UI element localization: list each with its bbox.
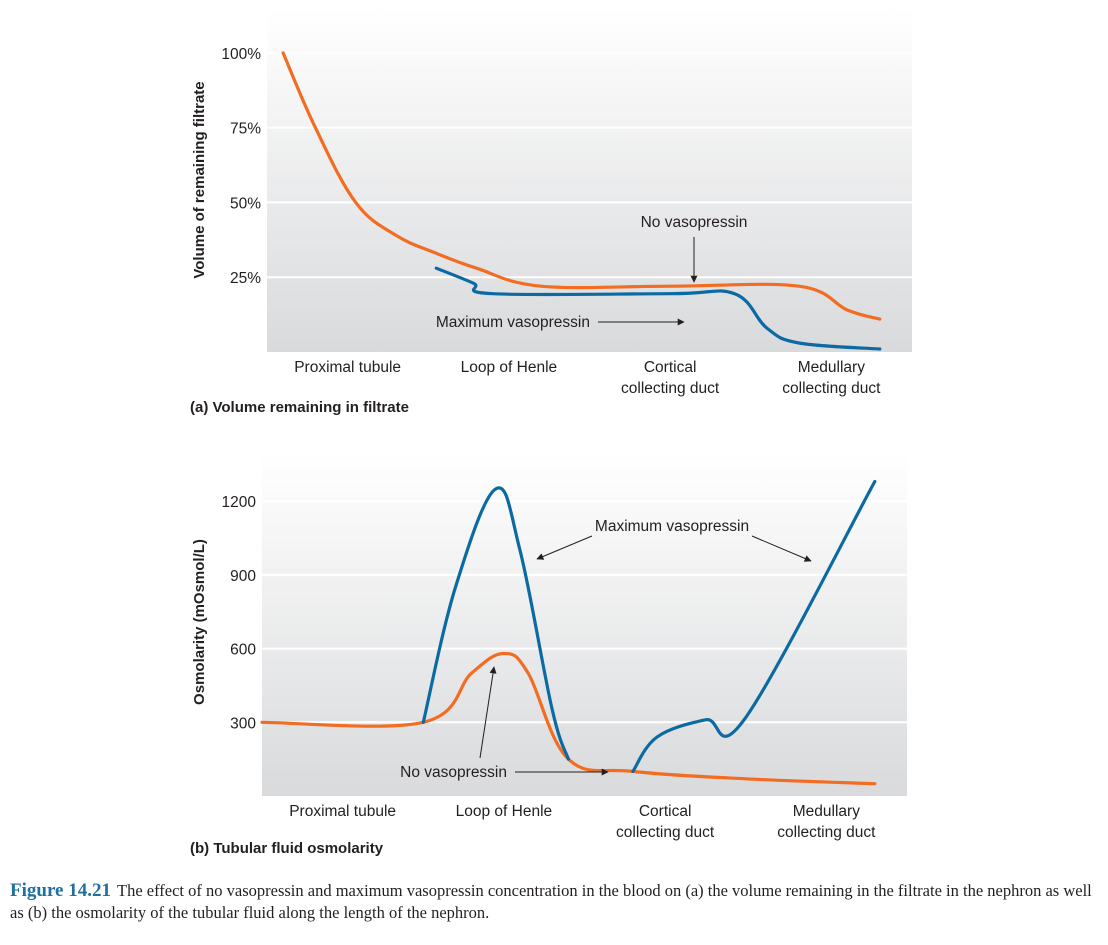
b-series-maximum-vasopressin-line-2 xyxy=(421,486,570,761)
figure-caption: Figure 14.21 The effect of no vasopressin… xyxy=(10,880,1100,924)
b-x-category-cortical-collecting-duct-line-1: Cortical xyxy=(639,803,692,820)
panel-a-y-axis-label: Volume of remaining filtrate xyxy=(191,81,208,278)
panel-b-x-categories: Proximal tubule Loop of Henle Cortical coll… xyxy=(289,803,876,841)
panel-b-chart: 1200 900 600 300 Proximal tubule Loop of Hen… xyxy=(190,452,907,857)
b-x-category-proximal-tubule-line-1: Proximal tubule xyxy=(289,803,396,820)
a-x-category-loop-of-henle-line-1: Loop of Henle xyxy=(461,359,558,376)
a-x-category-cortical-collecting-duct-line-2: collecting duct xyxy=(621,380,720,397)
panel-b-plot-area xyxy=(262,452,907,796)
a-series-no-vasopressin-line-1 xyxy=(281,51,882,321)
panel-b-title: (b) Tubular fluid osmolarity xyxy=(190,840,384,857)
b-x-category-cortical-collecting-duct-line-2: collecting duct xyxy=(616,824,715,841)
panel-a-chart: 100% 75% 50% 25% Proximal tubule Loop of Hen… xyxy=(190,8,912,416)
panel-b-gridlines xyxy=(262,500,907,724)
a-y-tick-50: 50% xyxy=(230,195,261,212)
panel-a-x-categories: Proximal tubule Loop of Henle Cortical coll… xyxy=(294,359,881,397)
panel-a-title: (a) Volume remaining in filtrate xyxy=(190,399,409,416)
b-y-tick-300: 300 xyxy=(230,715,256,732)
panel-a-series-group xyxy=(281,51,882,351)
b-y-tick-900: 900 xyxy=(230,568,256,585)
a-y-tick-100: 100% xyxy=(221,46,261,63)
panel-b-annotation-no-vasopressin: No vasopressin xyxy=(400,764,507,781)
panel-a-gridlines xyxy=(267,51,912,279)
panel-a-annotation-max-vasopressin: Maximum vasopressin xyxy=(436,314,590,331)
a-y-tick-25: 25% xyxy=(230,270,261,287)
b-y-tick-1200: 1200 xyxy=(222,494,257,511)
b-x-category-loop-of-henle-line-1: Loop of Henle xyxy=(456,803,553,820)
a-y-tick-75: 75% xyxy=(230,121,261,138)
b-x-category-medullary-collecting-duct-line-2: collecting duct xyxy=(777,824,876,841)
a-x-category-medullary-collecting-duct-line-2: collecting duct xyxy=(782,380,881,397)
panel-b-y-ticks: 1200 900 600 300 xyxy=(222,494,257,732)
panel-b-series-group xyxy=(260,479,877,786)
a-x-category-cortical-collecting-duct-line-1: Cortical xyxy=(644,359,697,376)
b-series-maximum-vasopressin-line-3 xyxy=(631,479,877,773)
b-y-tick-600: 600 xyxy=(230,642,256,659)
figure-number: Figure 14.21 xyxy=(10,880,111,901)
a-x-category-proximal-tubule-line-1: Proximal tubule xyxy=(294,359,401,376)
panel-a-y-ticks: 100% 75% 50% 25% xyxy=(221,46,261,287)
a-x-category-medullary-collecting-duct-line-1: Medullary xyxy=(798,359,865,376)
panel-b-arrow-max-vasopressin-right xyxy=(751,535,812,562)
figure-caption-text: The effect of no vasopressin and maximum… xyxy=(10,881,1092,922)
panel-b-arrow-no-vasopressin-up xyxy=(479,666,497,759)
panel-a-annotation-no-vasopressin: No vasopressin xyxy=(641,214,748,231)
panel-b-y-axis-label: Osmolarity (mOsmol/L) xyxy=(191,539,208,705)
panel-b-annotation-max-vasopressin: Maximum vasopressin xyxy=(595,518,749,535)
panel-a-plot-area xyxy=(267,8,912,352)
b-series-no-vasopressin-line-1 xyxy=(260,651,877,786)
a-series-maximum-vasopressin-line-2 xyxy=(434,266,882,351)
panel-b-arrow-max-vasopressin-left xyxy=(536,535,593,560)
b-x-category-medullary-collecting-duct-line-1: Medullary xyxy=(793,803,860,820)
